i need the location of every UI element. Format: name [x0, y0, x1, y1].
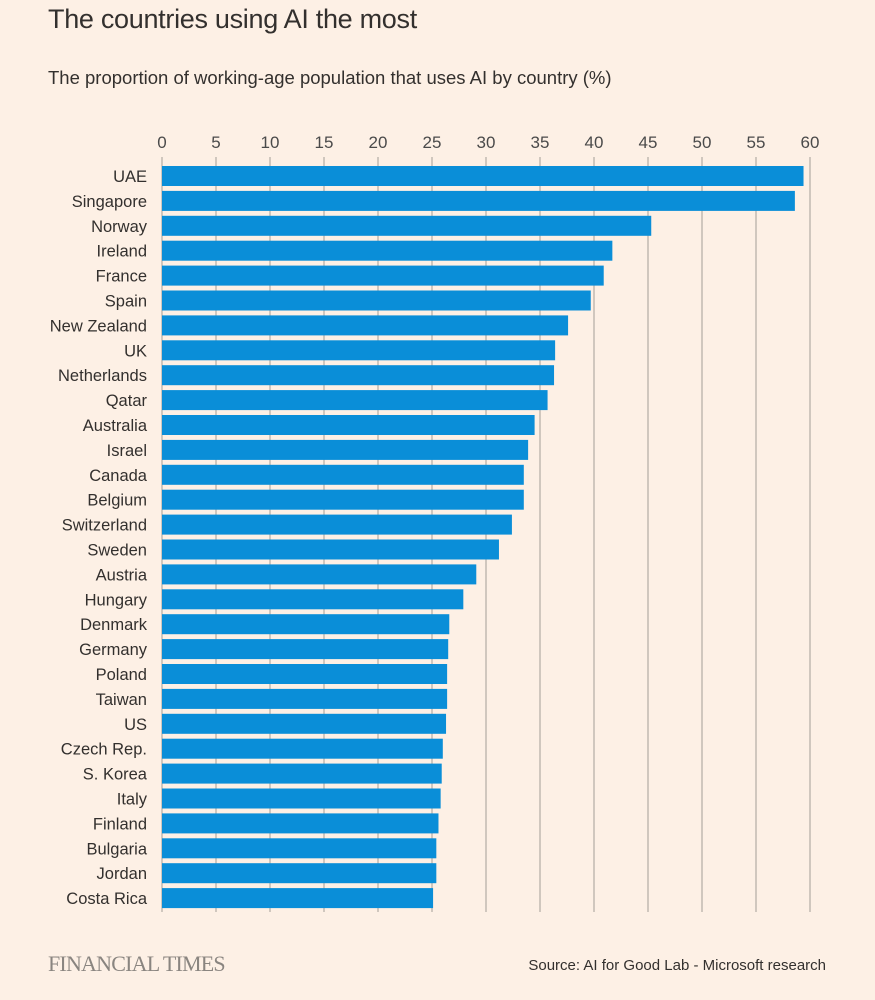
source-note: Source: AI for Good Lab - Microsoft rese… — [528, 957, 826, 974]
category-label: Canada — [89, 467, 148, 485]
category-label: Germany — [79, 641, 148, 659]
x-tick-label: 50 — [693, 133, 712, 152]
category-label: Spain — [105, 293, 147, 311]
bar — [162, 664, 448, 684]
bar — [162, 514, 512, 535]
category-label: Ireland — [97, 243, 147, 261]
category-label: Belgium — [87, 492, 147, 510]
bar — [162, 614, 450, 635]
category-label: Jordan — [97, 865, 147, 883]
category-label: France — [96, 268, 147, 286]
category-labels: UAE Singapore Norway Ireland France Spain New … — [50, 168, 148, 908]
category-label: Bulgaria — [86, 840, 147, 858]
category-label: S. Korea — [83, 766, 148, 784]
x-tick-label: 20 — [369, 133, 388, 152]
bar — [162, 340, 556, 361]
bar — [162, 564, 477, 585]
x-tick-label: 10 — [261, 133, 280, 152]
bar — [162, 713, 447, 734]
bar — [162, 688, 448, 709]
x-tick-label: 55 — [747, 133, 766, 152]
chart-subtitle: The proportion of working-age population… — [48, 67, 612, 88]
bar — [162, 265, 604, 286]
bar — [162, 315, 569, 336]
category-label: Austria — [96, 566, 148, 584]
bar — [162, 365, 555, 386]
chart-title: The countries using AI the most — [48, 4, 417, 34]
x-tick-label: 25 — [423, 133, 442, 152]
bar — [162, 489, 524, 510]
category-label: Costa Rica — [66, 890, 148, 908]
category-label: New Zealand — [50, 317, 147, 335]
category-label: US — [124, 716, 147, 734]
bar — [162, 439, 529, 460]
x-tick-label: 35 — [531, 133, 550, 152]
x-tick-label: 60 — [801, 133, 820, 152]
category-label: Hungary — [85, 591, 148, 609]
bar — [162, 813, 439, 834]
bar — [162, 888, 434, 909]
x-axis-ticks: 0 5 10 15 20 25 30 35 40 45 50 55 60 — [157, 133, 819, 152]
bar — [162, 738, 443, 759]
category-label: Switzerland — [62, 517, 147, 535]
bar — [162, 166, 804, 186]
category-label: Singapore — [72, 193, 147, 211]
bar — [162, 788, 441, 809]
bar — [162, 763, 442, 784]
category-label: Taiwan — [96, 691, 147, 709]
bar — [162, 390, 548, 411]
category-label: UAE — [113, 168, 147, 186]
category-label: Qatar — [106, 392, 148, 410]
financial-times-logo: FINANCIAL TIMES — [48, 951, 226, 976]
category-label: Israel — [107, 442, 147, 460]
x-tick-label: 15 — [315, 133, 334, 152]
bar — [162, 240, 613, 261]
bar — [162, 838, 437, 859]
bar — [162, 215, 652, 236]
bar — [162, 863, 437, 884]
category-label: Sweden — [87, 542, 147, 560]
category-label: UK — [124, 342, 147, 360]
category-label: Netherlands — [58, 367, 147, 385]
bar — [162, 589, 464, 610]
category-label: Finland — [93, 815, 147, 833]
bar — [162, 639, 449, 660]
category-label: Czech Rep. — [61, 741, 147, 759]
bar — [162, 190, 795, 211]
category-label: Denmark — [80, 616, 148, 634]
x-tick-label: 0 — [157, 133, 166, 152]
x-tick-label: 45 — [639, 133, 658, 152]
x-tick-label: 30 — [477, 133, 496, 152]
bar — [162, 415, 535, 435]
bar — [162, 464, 524, 485]
x-tick-label: 40 — [585, 133, 604, 152]
category-label: Poland — [96, 666, 147, 684]
bars — [162, 166, 804, 909]
category-label: Australia — [83, 417, 148, 435]
bar — [162, 539, 499, 560]
bar — [162, 290, 591, 311]
x-tick-label: 5 — [211, 133, 220, 152]
category-label: Norway — [91, 218, 148, 236]
category-label: Italy — [117, 791, 148, 809]
